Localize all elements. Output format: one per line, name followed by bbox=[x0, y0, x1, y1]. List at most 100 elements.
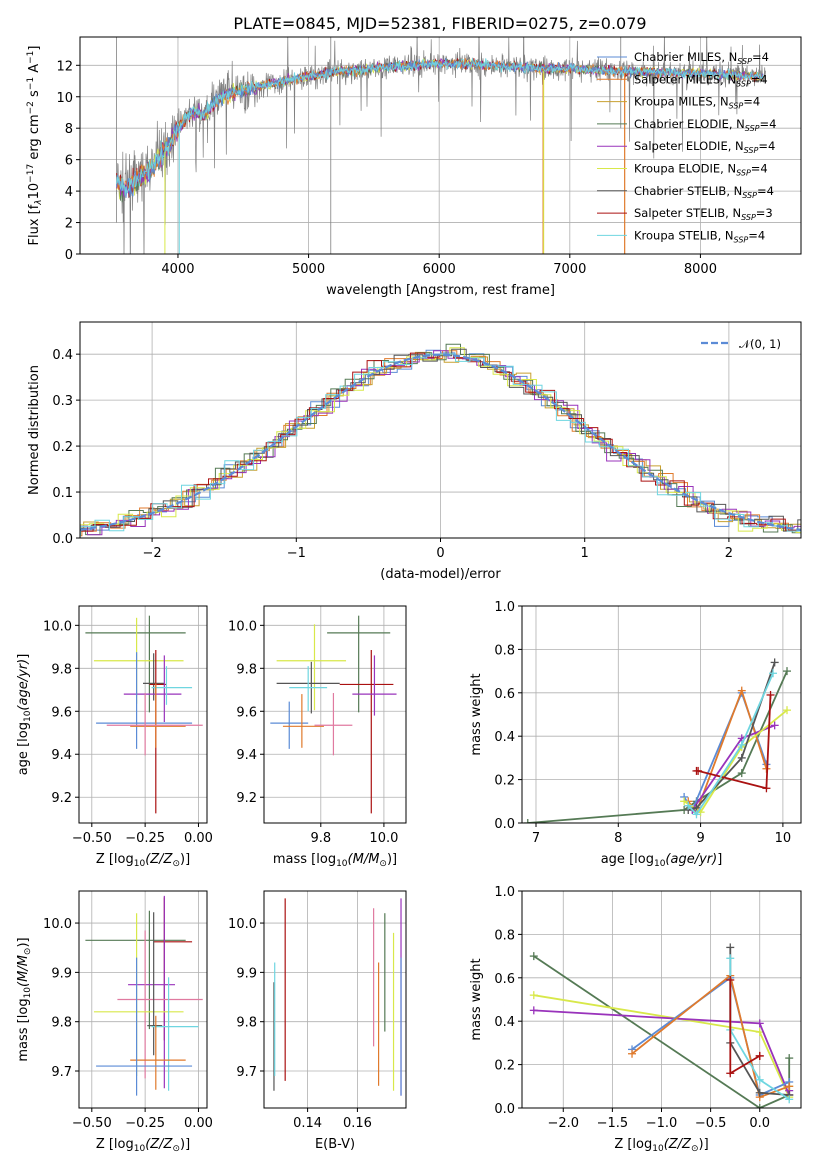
errorbar-kroupa_elodie bbox=[276, 624, 347, 711]
point-marker bbox=[726, 1069, 735, 1078]
axes-frame bbox=[79, 36, 802, 255]
x-tick-label: 1 bbox=[581, 546, 589, 561]
x-tick-label: 9 bbox=[696, 831, 704, 846]
y-tick-label: 0.2 bbox=[52, 440, 73, 455]
y-tick-label: 9.9 bbox=[236, 966, 257, 981]
ticks: 4000 5000 6000 7000 8000 0 2 4 6 8 10 12 bbox=[56, 59, 717, 277]
panel-weight-vs-age: 7 8 9 10 0.0 0.2 0.4 0.6 0.8 1.0 mass weight age [l… bbox=[469, 600, 802, 869]
point-marker bbox=[755, 1051, 764, 1060]
x-tick-label: 9.8 bbox=[310, 831, 331, 846]
errorbar-kroupa_stelib bbox=[151, 977, 199, 1091]
y-tick-label: 6 bbox=[65, 154, 73, 169]
point-marker bbox=[726, 943, 735, 952]
x-tick-label: 7 bbox=[532, 831, 540, 846]
y-tick-label: 0.4 bbox=[494, 730, 515, 745]
errorbar-salpeter_miles bbox=[130, 683, 186, 748]
y-tick-label: 1.0 bbox=[494, 885, 515, 900]
errorbar-salpeter_elodie bbox=[123, 655, 182, 723]
x-tick-label: −0.5 bbox=[695, 1116, 727, 1131]
y-tick-label: 0 bbox=[65, 248, 73, 263]
point-marker bbox=[684, 801, 693, 810]
legend-entry: Chabrier ELODIE, NSSP=4 bbox=[634, 117, 776, 133]
point-marker bbox=[726, 954, 735, 963]
y-axis-label: Flux [fλ10−17 erg cm−2 s−1 A−1] bbox=[26, 46, 44, 246]
y-tick-label: 12 bbox=[56, 59, 73, 74]
y-tick-label: 9.4 bbox=[236, 748, 257, 763]
y-tick-label: 9.8 bbox=[236, 662, 257, 677]
point-marker bbox=[770, 721, 779, 730]
axes-frame bbox=[78, 605, 208, 824]
y-tick-label: 8 bbox=[65, 122, 73, 137]
errorbar-chabrier_miles bbox=[96, 652, 193, 749]
x-tick-label: −0.25 bbox=[125, 831, 165, 846]
x-tick-label: 4000 bbox=[161, 262, 194, 277]
ticks: 7 8 9 10 0.0 0.2 0.4 0.6 0.8 1.0 bbox=[494, 600, 791, 846]
x-tick-label: 0.0 bbox=[749, 1116, 770, 1131]
x-tick-label: 0.14 bbox=[293, 1116, 322, 1131]
y-tick-label: 0.6 bbox=[494, 687, 515, 702]
x-tick-label: −0.50 bbox=[72, 1116, 112, 1131]
y-tick-label: 0.8 bbox=[494, 928, 515, 943]
point-marker bbox=[680, 797, 689, 806]
y-tick-label: 0.3 bbox=[52, 394, 73, 409]
point-marker bbox=[726, 975, 735, 984]
y-tick-label: 2 bbox=[65, 217, 73, 232]
errorbar-chabrier_elodie bbox=[85, 615, 186, 713]
axes-frame bbox=[521, 605, 802, 824]
point-marker bbox=[783, 667, 792, 676]
x-axis-label: mass [log10(M/M⊙)] bbox=[273, 852, 397, 869]
x-tick-label: 6000 bbox=[423, 262, 456, 277]
ticks: −0.50 −0.25 0.00 9.7 9.8 9.9 10.0 bbox=[43, 917, 213, 1131]
x-axis-label: wavelength [Angstrom, rest frame] bbox=[326, 283, 555, 298]
ticks: −2 −1 0 1 2 0.0 0.1 0.2 0.3 0.4 bbox=[52, 348, 733, 561]
plot-area bbox=[270, 615, 397, 814]
series-salpeter_miles bbox=[631, 974, 790, 1099]
y-tick-label: 0.4 bbox=[52, 348, 73, 363]
x-axis-label: age [log10(age/yr)] bbox=[601, 852, 723, 869]
y-tick-label: 9.8 bbox=[51, 662, 72, 677]
point-marker bbox=[785, 1082, 794, 1091]
point-marker bbox=[529, 952, 538, 961]
point-marker bbox=[785, 1054, 794, 1063]
y-tick-label: 4 bbox=[65, 185, 73, 200]
point-marker bbox=[769, 669, 778, 678]
y-axis-label: mass weight bbox=[469, 958, 484, 1040]
panel-age-vs-mass: 9.8 10.0 9.2 9.4 9.6 9.8 10.0 mass [log10(M/M⊙)… bbox=[228, 605, 407, 869]
plot-area bbox=[116, 37, 766, 254]
x-tick-label: −0.50 bbox=[72, 831, 112, 846]
y-tick-label: 10.0 bbox=[228, 917, 257, 932]
panel-residuals: −2 −1 0 1 2 0.0 0.1 0.2 0.3 0.4 (data-model)/error… bbox=[27, 321, 802, 582]
errorbar-salpeter_elodie bbox=[352, 655, 397, 716]
y-tick-label: 10.0 bbox=[228, 619, 257, 634]
point-marker bbox=[692, 810, 701, 819]
legend-entry: Salpeter MILES, NSSP=4 bbox=[634, 72, 768, 88]
y-tick-label: 9.4 bbox=[51, 748, 72, 763]
gridlines bbox=[264, 606, 406, 823]
point-marker bbox=[785, 1095, 794, 1104]
plot-area bbox=[85, 895, 203, 1096]
x-axis-label: E(B-V) bbox=[315, 1137, 355, 1152]
x-axis-label: Z [log10(Z/Z⊙)] bbox=[96, 852, 190, 869]
errorbar-chabrier_stelib bbox=[143, 653, 165, 701]
errorbar-kroupa_stelib bbox=[289, 666, 328, 712]
series-kroupa_stelib bbox=[687, 672, 774, 816]
plot-area bbox=[529, 943, 794, 1108]
x-axis-label: (data-model)/error bbox=[380, 567, 501, 582]
legend-entry: Kroupa MILES, NSSP=4 bbox=[634, 95, 760, 111]
panel-age-vs-Z: −0.50 −0.25 0.00 9.2 9.4 9.6 9.8 10.0 Z [log10(Z… bbox=[16, 605, 213, 869]
ticks: 0.14 0.16 9.7 9.8 9.9 10.0 bbox=[228, 917, 372, 1131]
gridlines bbox=[264, 891, 406, 1108]
point-marker bbox=[755, 1075, 764, 1084]
x-tick-label: −1.5 bbox=[597, 1116, 629, 1131]
point-marker bbox=[737, 769, 746, 778]
model-spectrum-kroupa_stelib bbox=[116, 58, 764, 196]
x-tick-label: 0.16 bbox=[343, 1116, 372, 1131]
point-marker bbox=[755, 1104, 764, 1108]
panel-mass-vs-ebv: 0.14 0.16 9.7 9.8 9.9 10.0 E(B-V) bbox=[228, 890, 407, 1152]
y-tick-label: 10 bbox=[56, 91, 73, 106]
y-tick-label: 9.7 bbox=[51, 1065, 72, 1080]
x-tick-label: −0.25 bbox=[125, 1116, 165, 1131]
x-axis-label: Z [log10(Z/Z⊙)] bbox=[96, 1137, 190, 1154]
errorbar-pink bbox=[117, 930, 203, 1079]
